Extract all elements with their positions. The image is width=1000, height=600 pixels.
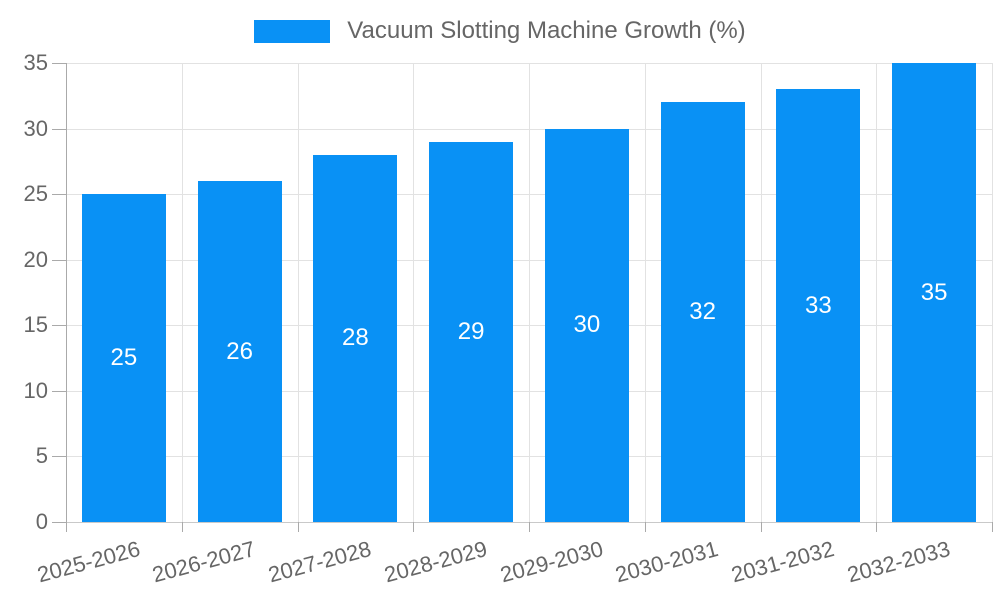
bar-value-label: 32 [689,298,716,326]
y-tick-label: 35 [23,50,48,75]
bar-value-label: 35 [920,278,948,306]
x-axis-tick [181,522,183,532]
gridline-vertical [644,63,646,522]
x-axis-tick [413,522,415,532]
gridline-vertical [297,63,299,522]
bar[interactable]: 30 [544,128,629,522]
bar[interactable]: 28 [313,154,398,522]
x-tick-label: 2029-2030 [497,536,606,588]
x-axis-tick [760,522,762,532]
gridline-vertical [529,63,530,522]
x-tick-label: 2028-2029 [381,536,490,588]
bar[interactable]: 33 [776,89,861,522]
y-tick-label: 0 [35,509,48,534]
x-tick-label: 2025-2026 [34,536,143,588]
bar[interactable]: 32 [660,102,745,522]
gridline-vertical [181,63,183,522]
bar[interactable]: 29 [429,141,514,522]
y-tick-label: 5 [35,443,48,469]
x-axis-tick [644,522,646,532]
y-axis-tick [52,128,66,130]
y-axis-tick [52,325,66,327]
bar-value-label: 26 [226,337,253,365]
y-axis-tick [52,63,66,64]
x-axis-tick [876,522,878,532]
y-axis-tick [52,522,66,523]
gridline-vertical [413,63,415,522]
x-tick-label: 2026-2027 [149,536,259,588]
x-axis-tick [297,522,299,532]
bar[interactable]: 25 [81,194,166,522]
y-tick-label: 10 [23,377,48,403]
bar-value-label: 29 [457,317,485,345]
x-tick-label: 2032-2033 [844,536,953,588]
y-axis-tick [52,259,66,261]
y-tick-label: 20 [23,246,48,272]
y-tick-label: 25 [23,181,48,207]
gridline-vertical [760,63,762,522]
bar-value-label: 25 [110,344,138,372]
y-tick-label: 30 [23,115,48,141]
y-axis-tick [52,194,66,196]
gridline-vertical [992,63,993,522]
y-axis-tick [52,390,66,392]
y-axis-line [66,63,67,532]
bar[interactable]: 26 [197,181,282,522]
y-tick-label: 15 [23,312,48,338]
bar-value-label: 33 [805,291,832,319]
y-axis-tick [52,456,66,458]
gridline-vertical [876,63,878,522]
legend-label: Vacuum Slotting Machine Growth (%) [347,17,746,44]
x-tick-label: 2030-2031 [612,536,722,588]
legend[interactable]: Vacuum Slotting Machine Growth (%) [0,17,1000,45]
x-axis-tick [529,522,530,532]
x-axis-tick [66,522,67,532]
bar-value-label: 28 [342,324,369,352]
bar[interactable]: 35 [892,63,977,522]
x-tick-label: 2031-2032 [728,536,837,588]
bar-value-label: 30 [573,311,601,339]
x-tick-label: 2027-2028 [265,536,374,588]
x-axis-tick [992,522,993,532]
legend-swatch [254,19,331,43]
